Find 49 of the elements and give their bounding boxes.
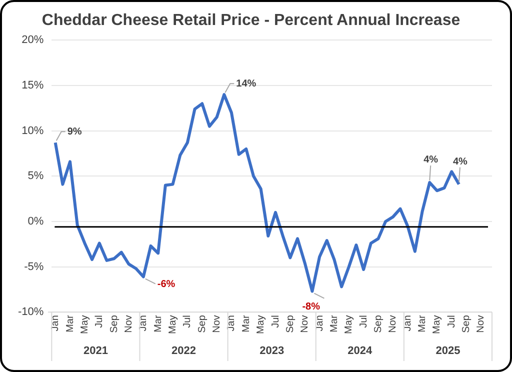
x-tick-label: Jul	[446, 315, 458, 328]
chart-title: Cheddar Cheese Retail Price - Percent Annual Increase	[42, 12, 460, 30]
x-tick-label: May	[344, 315, 355, 334]
y-tick-label: 0%	[28, 216, 44, 228]
x-tick-label: Nov	[300, 315, 311, 333]
data-label: 14%	[236, 78, 256, 90]
x-tick-label: Mar	[64, 314, 76, 332]
y-tick-label: 5%	[28, 170, 44, 182]
y-tick-label: -10%	[18, 306, 44, 318]
data-label: -8%	[302, 301, 320, 312]
x-tick-label: May	[168, 315, 179, 334]
x-tick-label: Jul	[270, 315, 282, 328]
x-tick-label: Sep	[108, 314, 120, 333]
x-tick-label: Jan	[138, 315, 150, 332]
x-tick-label: Jul	[358, 315, 370, 328]
text: 2022	[172, 345, 196, 358]
x-tick-label: Sep	[373, 314, 384, 333]
y-tick-label: 10%	[22, 124, 44, 137]
text: 2023	[260, 345, 284, 358]
data-label: 4%	[424, 154, 438, 166]
x-tick-label: Nov	[388, 315, 399, 333]
x-tick-label: Jan	[314, 315, 326, 332]
x-tick-label: Sep	[461, 314, 472, 333]
x-tick-label: Jan	[402, 315, 414, 332]
y-tick-label: 15%	[22, 80, 44, 92]
y-tick-label: 20%	[22, 34, 44, 46]
x-tick-label: Nov	[212, 315, 223, 333]
x-tick-label: Nov	[123, 315, 134, 333]
data-label: -6%	[157, 278, 176, 290]
y-tick-label: -5%	[24, 260, 44, 273]
x-tick-label: Jan	[226, 315, 238, 332]
data-label: 4%	[452, 156, 468, 168]
x-tick-label: Mar	[152, 314, 164, 332]
text: 2021	[83, 345, 108, 358]
x-tick-label: Mar	[417, 314, 428, 332]
x-tick-label: Nov	[476, 315, 487, 333]
x-tick-label: May	[79, 315, 90, 334]
x-tick-label: Sep	[196, 314, 208, 333]
x-tick-label: Mar	[328, 314, 340, 332]
x-tick-label: Jul	[94, 315, 106, 328]
text: 2024	[348, 345, 374, 358]
x-tick-label: May	[432, 315, 443, 334]
data-label: 9%	[67, 126, 82, 138]
x-tick-label: Jul	[182, 315, 194, 328]
text: 2025	[436, 345, 460, 358]
x-tick-label: May	[256, 315, 267, 334]
x-tick-label: Mar	[240, 314, 252, 332]
x-tick-label: Jan	[50, 315, 62, 332]
x-tick-label: Sep	[284, 314, 296, 333]
